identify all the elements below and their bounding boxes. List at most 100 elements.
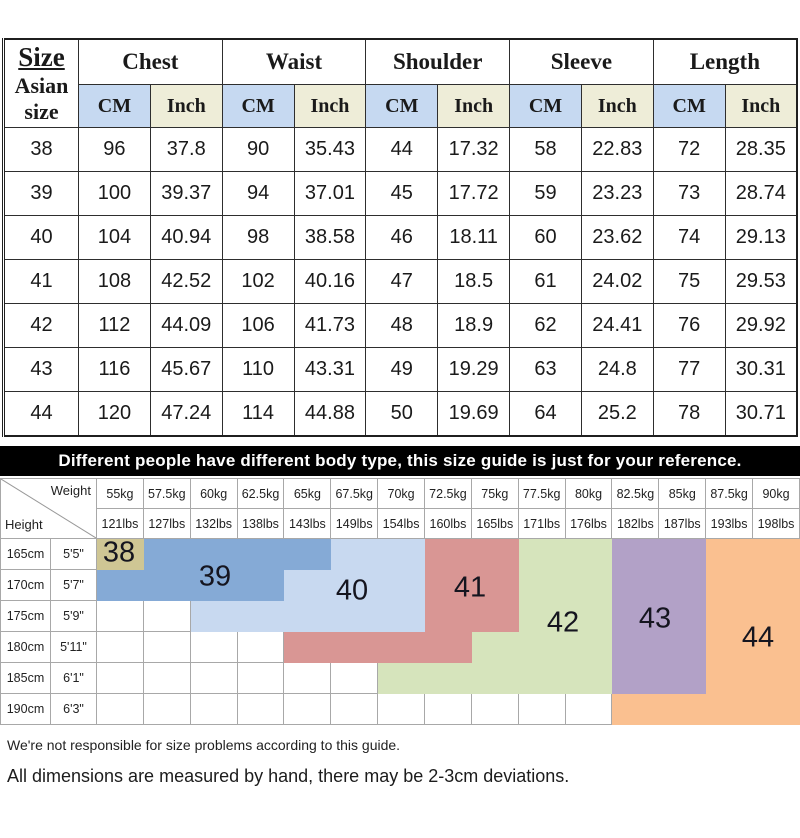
matrix-cell-size-39 bbox=[142, 538, 191, 570]
measurement-value: 24.02 bbox=[580, 259, 654, 304]
matrix-cell-empty bbox=[283, 662, 332, 694]
measurement-value: 37.01 bbox=[293, 171, 367, 216]
matrix-cell-size-43 bbox=[658, 538, 707, 570]
measurement-value: 43.31 bbox=[293, 347, 367, 392]
corner-height-label: Height bbox=[5, 517, 43, 532]
matrix-cell-size-40 bbox=[283, 569, 332, 601]
weight-lbs-cell: 182lbs bbox=[611, 508, 660, 539]
matrix-cell-size-42 bbox=[517, 569, 566, 601]
unit-cell-inch: Inch bbox=[724, 84, 798, 128]
matrix-cell-size-42 bbox=[377, 662, 426, 694]
size-table-header-row-units: CM Inch CM Inch CM Inch CM Inch CM Inch bbox=[4, 84, 798, 128]
measurement-value: 18.9 bbox=[437, 303, 511, 348]
measurement-value: 60 bbox=[509, 215, 582, 260]
measurement-value: 19.69 bbox=[437, 391, 511, 437]
measurement-value: 28.74 bbox=[724, 171, 798, 216]
measurement-value: 49 bbox=[365, 347, 439, 392]
matrix-cell-size-42 bbox=[564, 600, 613, 632]
height-row-165cm: 165cm 5'5" bbox=[0, 538, 800, 570]
matrix-cell-size-39 bbox=[189, 538, 238, 570]
matrix-cell-size-44 bbox=[752, 538, 800, 570]
weight-lbs-cell: 171lbs bbox=[517, 508, 566, 539]
size-row-38: 38 96 37.8 90 35.43 44 17.32 58 22.83 72 28.35 bbox=[3, 127, 798, 172]
weight-kg-cell: 62.5kg bbox=[236, 478, 285, 509]
matrix-cell-empty bbox=[189, 662, 238, 694]
height-ft-cell: 5'11" bbox=[50, 631, 97, 663]
matrix-cell-size-41 bbox=[424, 600, 472, 632]
matrix-cell-size-43 bbox=[658, 631, 707, 663]
measurement-value: 47.24 bbox=[149, 391, 223, 437]
matrix-cell-size-44 bbox=[752, 693, 800, 725]
size-table-body: 38 96 37.8 90 35.43 44 17.32 58 22.83 72 28.35 39 10… bbox=[3, 127, 798, 437]
weight-kg-cell: 75kg bbox=[470, 478, 519, 509]
matrix-cell-empty bbox=[96, 693, 144, 725]
measurement-value: 44.09 bbox=[149, 303, 223, 348]
measurement-value: 50 bbox=[365, 391, 439, 437]
height-ft-cell: 5'9" bbox=[50, 600, 97, 632]
size-guide-page: Size Asian size Chest Waist Shoulder Sleeve Le… bbox=[0, 38, 800, 787]
measurement-value: 23.23 bbox=[580, 171, 654, 216]
measurement-value: 25.2 bbox=[580, 391, 654, 437]
matrix-cell-size-44 bbox=[705, 631, 754, 663]
measurement-value: 120 bbox=[78, 391, 151, 437]
measurement-value: 45.67 bbox=[149, 347, 223, 392]
height-weight-chart: Weight Height 55kg 57.5kg 60kg 62.5kg 65kg 67.5… bbox=[0, 478, 800, 725]
weight-kg-cell: 65kg bbox=[283, 478, 332, 509]
weight-lbs-cell: 165lbs bbox=[470, 508, 519, 539]
weight-lbs-cell: 121lbs bbox=[96, 508, 144, 539]
measurement-value: 30.31 bbox=[724, 347, 798, 392]
measurement-value: 94 bbox=[221, 171, 295, 216]
measurement-value: 106 bbox=[221, 303, 295, 348]
measurement-value: 40.94 bbox=[149, 215, 223, 260]
measurement-value: 116 bbox=[78, 347, 151, 392]
matrix-cell-size-42 bbox=[424, 662, 472, 694]
unit-cell-cm: CM bbox=[221, 84, 295, 128]
weight-lbs-cell: 187lbs bbox=[658, 508, 707, 539]
measurement-value: 19.29 bbox=[437, 347, 511, 392]
matrix-cell-empty bbox=[236, 631, 285, 663]
matrix-cell-empty bbox=[189, 631, 238, 663]
weight-lbs-cell: 127lbs bbox=[142, 508, 191, 539]
matrix-cell-size-41 bbox=[470, 569, 519, 601]
reference-banner: Different people have different body typ… bbox=[0, 446, 800, 476]
height-ft-cell: 5'7" bbox=[50, 569, 97, 601]
measurement-value: 17.72 bbox=[437, 171, 511, 216]
weight-kg-cell: 67.5kg bbox=[330, 478, 379, 509]
measurement-value: 76 bbox=[652, 303, 726, 348]
weight-lbs-cell: 149lbs bbox=[330, 508, 379, 539]
matrix-cell-size-40 bbox=[377, 600, 426, 632]
unit-cell-inch: Inch bbox=[437, 84, 511, 128]
measurement-value: 114 bbox=[221, 391, 295, 437]
height-cm-cell: 185cm bbox=[0, 662, 51, 694]
matrix-cell-size-40 bbox=[330, 600, 379, 632]
height-row-185cm: 185cm 6'1" bbox=[0, 662, 800, 694]
matrix-cell-empty bbox=[236, 662, 285, 694]
matrix-cell-size-39 bbox=[283, 538, 332, 570]
matrix-cell-size-42 bbox=[564, 662, 613, 694]
measurement-value: 47 bbox=[365, 259, 439, 304]
measurement-value: 62 bbox=[509, 303, 582, 348]
matrix-cell-size-42 bbox=[517, 600, 566, 632]
height-row-175cm: 175cm 5'9" bbox=[0, 600, 800, 632]
measurement-value: 18.11 bbox=[437, 215, 511, 260]
height-weight-table: Weight Height 55kg 57.5kg 60kg 62.5kg 65kg 67.5… bbox=[0, 478, 800, 725]
matrix-cell-size-41 bbox=[377, 631, 426, 663]
measurement-value: 18.5 bbox=[437, 259, 511, 304]
matrix-cell-empty bbox=[142, 662, 191, 694]
size-table-corner: Size Asian size bbox=[3, 38, 79, 128]
measurement-value: 38.58 bbox=[293, 215, 367, 260]
height-row-180cm: 180cm 5'11" bbox=[0, 631, 800, 663]
matrix-cell-size-44 bbox=[752, 600, 800, 632]
column-group-shoulder: Shoulder bbox=[365, 38, 511, 85]
matrix-cell-size-39 bbox=[189, 569, 238, 601]
matrix-cell-size-42 bbox=[517, 662, 566, 694]
size-corner-title: Size bbox=[18, 41, 65, 72]
height-cm-cell: 165cm bbox=[0, 538, 51, 570]
size-value: 44 bbox=[3, 391, 79, 437]
weight-lbs-cell: 198lbs bbox=[752, 508, 800, 539]
matrix-cell-size-44 bbox=[752, 631, 800, 663]
matrix-cell-size-43 bbox=[658, 569, 707, 601]
unit-cell-inch: Inch bbox=[149, 84, 223, 128]
column-group-chest: Chest bbox=[78, 38, 223, 85]
disclaimer-note: We're not responsible for size problems … bbox=[7, 737, 401, 753]
